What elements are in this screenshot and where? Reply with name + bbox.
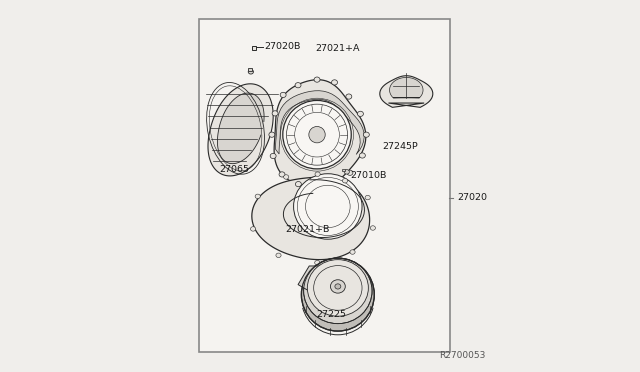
Ellipse shape — [295, 83, 301, 88]
Polygon shape — [380, 76, 433, 108]
Ellipse shape — [269, 132, 275, 137]
Ellipse shape — [335, 284, 341, 289]
Ellipse shape — [248, 70, 253, 74]
Ellipse shape — [301, 258, 374, 331]
Text: 27225: 27225 — [316, 310, 346, 319]
Ellipse shape — [276, 253, 281, 257]
Bar — [252, 46, 257, 50]
Text: 27020: 27020 — [457, 193, 487, 202]
Ellipse shape — [296, 182, 301, 187]
Ellipse shape — [364, 132, 369, 137]
Ellipse shape — [315, 172, 320, 176]
Ellipse shape — [330, 280, 346, 293]
Ellipse shape — [332, 185, 337, 190]
Polygon shape — [218, 93, 264, 164]
Ellipse shape — [283, 100, 351, 169]
Ellipse shape — [272, 111, 278, 116]
Ellipse shape — [315, 260, 320, 265]
Text: 27020B: 27020B — [264, 42, 301, 51]
Ellipse shape — [280, 92, 286, 97]
Text: 27021+B: 27021+B — [286, 225, 330, 234]
Text: 27245P: 27245P — [383, 142, 419, 151]
Ellipse shape — [303, 258, 372, 324]
Text: 27065: 27065 — [219, 165, 249, 174]
Polygon shape — [208, 84, 273, 176]
Ellipse shape — [347, 170, 353, 175]
Ellipse shape — [342, 179, 348, 183]
Bar — [248, 68, 252, 71]
Ellipse shape — [360, 153, 365, 158]
Polygon shape — [390, 77, 423, 98]
Ellipse shape — [371, 226, 376, 230]
Text: 27021+A: 27021+A — [316, 44, 360, 53]
Ellipse shape — [332, 80, 337, 85]
Ellipse shape — [250, 227, 255, 231]
Ellipse shape — [255, 194, 260, 199]
Polygon shape — [298, 266, 334, 298]
Ellipse shape — [294, 174, 362, 239]
Ellipse shape — [344, 170, 349, 174]
Ellipse shape — [279, 172, 285, 177]
Text: R2700053: R2700053 — [439, 351, 485, 360]
Bar — [199, 19, 450, 352]
Ellipse shape — [365, 195, 371, 200]
Bar — [342, 169, 345, 171]
Ellipse shape — [284, 175, 289, 179]
Ellipse shape — [314, 266, 362, 310]
Ellipse shape — [270, 153, 276, 158]
Ellipse shape — [309, 126, 325, 143]
Ellipse shape — [346, 94, 352, 99]
Polygon shape — [252, 177, 370, 260]
Ellipse shape — [314, 187, 320, 192]
Ellipse shape — [314, 77, 320, 82]
Text: 27010B: 27010B — [351, 171, 387, 180]
Ellipse shape — [350, 250, 355, 254]
Polygon shape — [276, 91, 364, 154]
Polygon shape — [274, 80, 366, 187]
Ellipse shape — [358, 111, 364, 116]
Ellipse shape — [307, 260, 369, 316]
